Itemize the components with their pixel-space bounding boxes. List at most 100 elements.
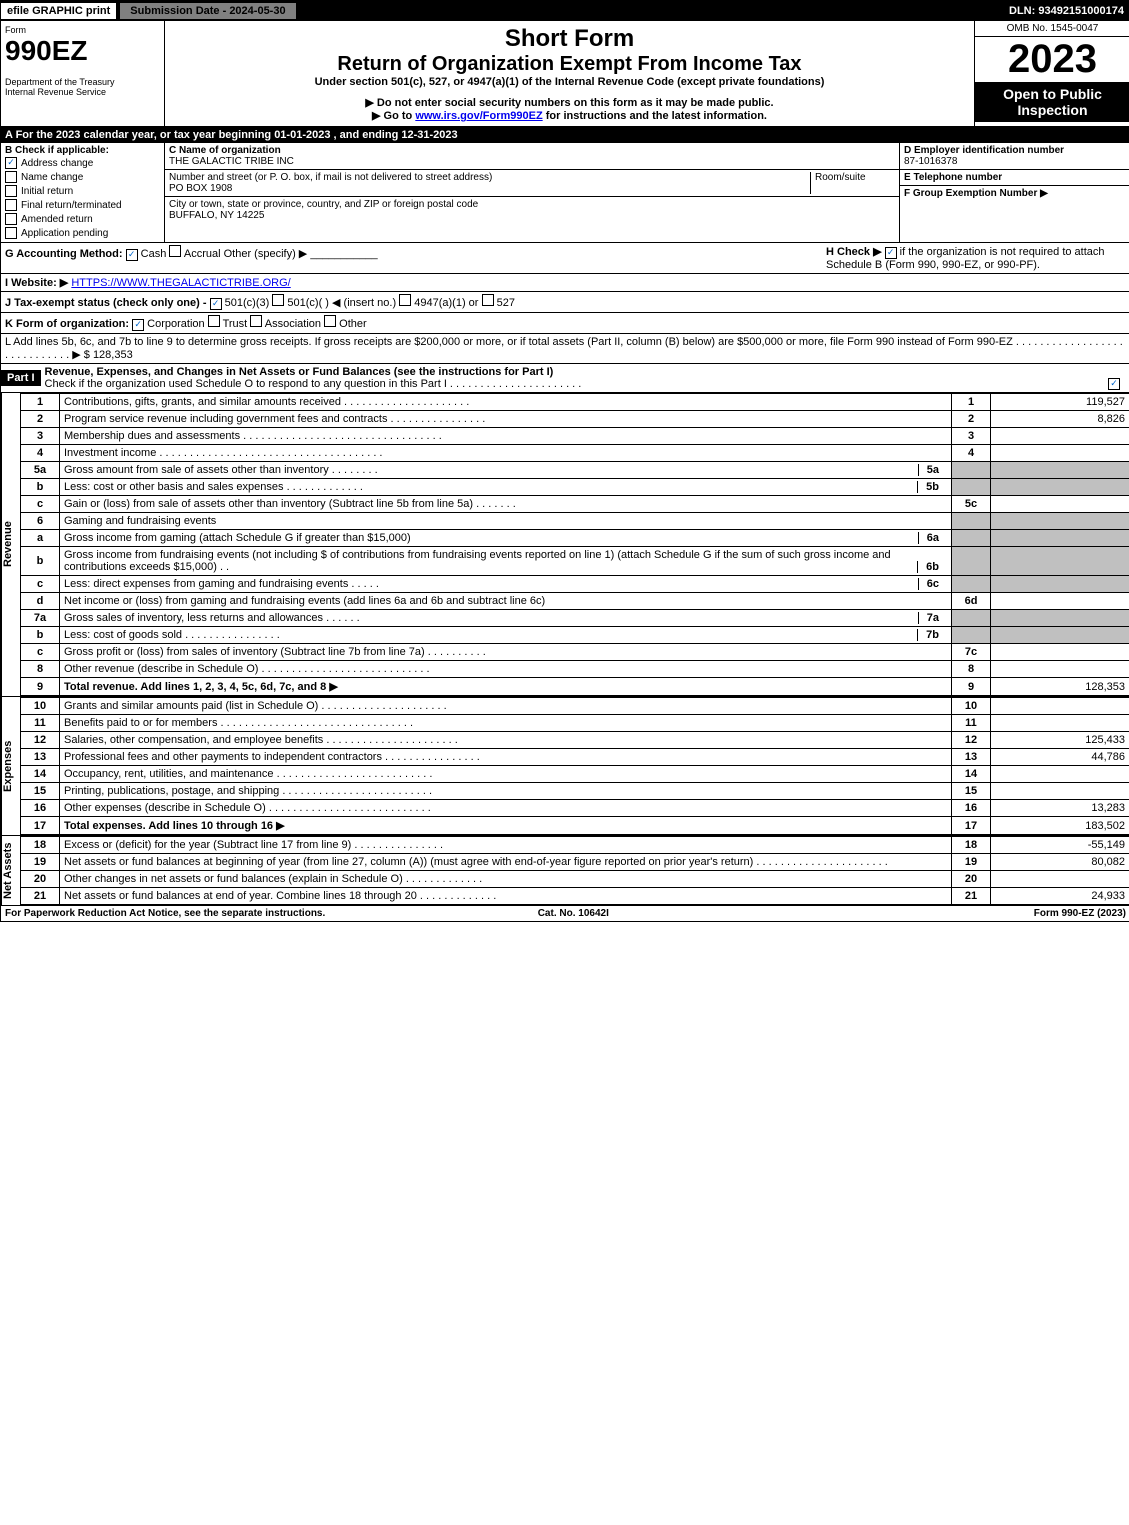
cb-4947[interactable] [399, 294, 411, 306]
other-label: Other (specify) ▶ [224, 248, 308, 260]
header-right: OMB No. 1545-0047 2023 Open to Public In… [974, 21, 1129, 126]
expenses-table: 10Grants and similar amounts paid (list … [20, 697, 1129, 835]
section-b: B Check if applicable: Address change Na… [1, 143, 165, 242]
l-text: L Add lines 5b, 6c, and 7b to line 9 to … [5, 336, 1013, 348]
line-5b: bLess: cost or other basis and sales exp… [21, 479, 1129, 496]
line-3: 3Membership dues and assessments . . . .… [21, 428, 1129, 445]
line-7a: 7aGross sales of inventory, less returns… [21, 610, 1129, 627]
footer-center: Cat. No. 10642I [538, 908, 609, 919]
line-10: 10Grants and similar amounts paid (list … [21, 698, 1129, 715]
warn1: ▶ Do not enter social security numbers o… [169, 96, 970, 109]
h-label: H Check ▶ [826, 246, 882, 258]
open-public: Open to Public Inspection [975, 82, 1129, 122]
org-name: THE GALACTIC TRIBE INC [169, 156, 895, 167]
cb-amended-label: Amended return [21, 214, 93, 225]
line-20: 20Other changes in net assets or fund ba… [21, 871, 1129, 888]
part1-header: Part I [1, 370, 41, 386]
cb-final-label: Final return/terminated [21, 200, 122, 211]
cb-initial[interactable] [5, 185, 17, 197]
header-left: Form 990EZ Department of the Treasury In… [1, 21, 165, 126]
info-grid: B Check if applicable: Address change Na… [1, 143, 1129, 243]
netassets-vert-label: Net Assets [1, 836, 20, 905]
irs-link[interactable]: www.irs.gov/Form990EZ [415, 110, 542, 122]
phone-label: E Telephone number [904, 172, 1126, 183]
part1-header-row: Part I Revenue, Expenses, and Changes in… [1, 364, 1129, 393]
cb-part1[interactable] [1108, 378, 1120, 390]
section-j: J Tax-exempt status (check only one) - 5… [1, 292, 1129, 313]
city-value: BUFFALO, NY 14225 [169, 210, 895, 221]
line-17: 17Total expenses. Add lines 10 through 1… [21, 817, 1129, 835]
header-center: Short Form Return of Organization Exempt… [165, 21, 974, 126]
dln-label: DLN: 93492151000174 [1009, 5, 1129, 17]
cash-label: Cash [141, 248, 167, 260]
line-19: 19Net assets or fund balances at beginni… [21, 854, 1129, 871]
ein-value: 87-1016378 [904, 156, 1126, 167]
room-label: Room/suite [810, 172, 895, 194]
part1-title-text: Revenue, Expenses, and Changes in Net As… [45, 366, 554, 378]
section-gh: G Accounting Method: Cash Accrual Other … [1, 243, 1129, 274]
j-opt3: 4947(a)(1) or [414, 297, 478, 309]
cb-other[interactable] [324, 315, 336, 327]
header: Form 990EZ Department of the Treasury In… [1, 21, 1129, 127]
revenue-table: 1Contributions, gifts, grants, and simil… [20, 393, 1129, 696]
k-corp: Corporation [147, 318, 204, 330]
cb-527[interactable] [482, 294, 494, 306]
omb-number: OMB No. 1545-0047 [975, 21, 1129, 37]
k-label: K Form of organization: [5, 318, 129, 330]
part1-title: Revenue, Expenses, and Changes in Net As… [41, 364, 1129, 392]
irs-label: Internal Revenue Service [5, 87, 160, 97]
cb-address-label: Address change [21, 158, 93, 169]
ein-label: D Employer identification number [904, 145, 1126, 156]
line-21: 21Net assets or fund balances at end of … [21, 888, 1129, 905]
netassets-table: 18Excess or (deficit) for the year (Subt… [20, 836, 1129, 905]
efile-label: efile GRAPHIC print [1, 3, 116, 19]
line-14: 14Occupancy, rent, utilities, and mainte… [21, 766, 1129, 783]
line-6a: aGross income from gaming (attach Schedu… [21, 530, 1129, 547]
revenue-vert-label: Revenue [1, 393, 20, 696]
cb-501c[interactable] [272, 294, 284, 306]
cb-final[interactable] [5, 199, 17, 211]
line-7c: cGross profit or (loss) from sales of in… [21, 644, 1129, 661]
cb-cash[interactable] [126, 249, 138, 261]
line-11: 11Benefits paid to or for members . . . … [21, 715, 1129, 732]
cb-trust[interactable] [208, 315, 220, 327]
group-label: F Group Exemption Number ▶ [904, 188, 1126, 199]
line-15: 15Printing, publications, postage, and s… [21, 783, 1129, 800]
warn2: ▶ Go to www.irs.gov/Form990EZ for instru… [169, 109, 970, 122]
section-i: I Website: ▶ HTTPS://WWW.THEGALACTICTRIB… [1, 274, 1129, 292]
short-form-title: Short Form [169, 25, 970, 53]
section-de: D Employer identification number 87-1016… [899, 143, 1129, 242]
section-k: K Form of organization: Corporation Trus… [1, 313, 1129, 334]
line-18: 18Excess or (deficit) for the year (Subt… [21, 837, 1129, 854]
cb-name-change[interactable] [5, 171, 17, 183]
section-b-label: B Check if applicable: [5, 145, 160, 156]
expenses-vert-label: Expenses [1, 697, 20, 835]
city-label: City or town, state or province, country… [169, 199, 895, 210]
line-8: 8Other revenue (describe in Schedule O) … [21, 661, 1129, 678]
j-opt4: 527 [497, 297, 515, 309]
cb-amended[interactable] [5, 213, 17, 225]
dept-label: Department of the Treasury [5, 77, 160, 87]
footer-left: For Paperwork Reduction Act Notice, see … [5, 908, 325, 919]
section-a: A For the 2023 calendar year, or tax yea… [1, 127, 1129, 143]
cb-initial-label: Initial return [21, 186, 73, 197]
cb-pending[interactable] [5, 227, 17, 239]
cb-assoc[interactable] [250, 315, 262, 327]
street-label: Number and street (or P. O. box, if mail… [169, 172, 810, 183]
j-opt2: 501(c)( ) ◀ (insert no.) [287, 297, 396, 309]
website-link[interactable]: HTTPS://WWW.THEGALACTICTRIBE.ORG/ [71, 277, 290, 289]
line-5c: cGain or (loss) from sale of assets othe… [21, 496, 1129, 513]
line-6b: bGross income from fundraising events (n… [21, 547, 1129, 576]
cb-corp[interactable] [132, 319, 144, 331]
expenses-section: Expenses 10Grants and similar amounts pa… [1, 697, 1129, 836]
form-label: Form [5, 25, 160, 35]
return-title: Return of Organization Exempt From Incom… [169, 53, 970, 76]
section-c: C Name of organization THE GALACTIC TRIB… [165, 143, 899, 242]
footer: For Paperwork Reduction Act Notice, see … [1, 906, 1129, 921]
cb-address-change[interactable] [5, 157, 17, 169]
k-other: Other [339, 318, 367, 330]
cb-h[interactable] [885, 247, 897, 259]
cb-501c3[interactable] [210, 298, 222, 310]
cb-accrual[interactable] [169, 245, 181, 257]
footer-right: Form 990-EZ (2023) [1034, 908, 1126, 919]
